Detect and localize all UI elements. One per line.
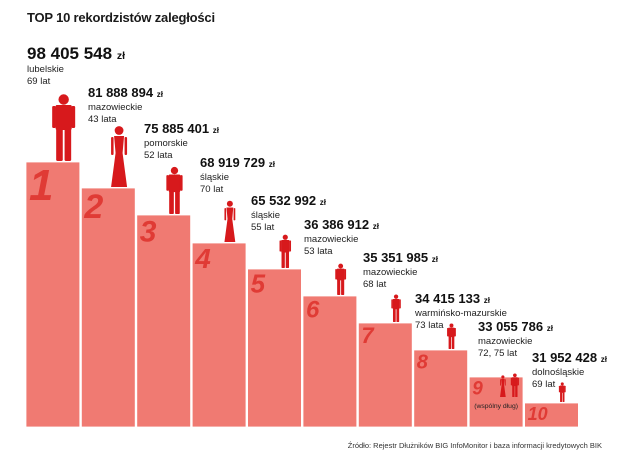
bar-4	[191, 242, 247, 428]
amount-label-1: 98 405 548 zł	[27, 44, 125, 63]
age-label-6: 53 lata	[304, 246, 333, 257]
age-label-7: 68 lat	[363, 279, 387, 290]
currency-label: zł	[484, 296, 491, 305]
amount-label-2: 81 888 894 zł	[88, 85, 164, 100]
region-label-5: śląskie	[251, 210, 280, 221]
rank-label-10: 10	[528, 404, 548, 424]
rank-label-1: 1	[29, 161, 53, 210]
region-label-7: mazowieckie	[363, 267, 417, 278]
bar-5	[247, 268, 302, 428]
person-figure-icon	[558, 382, 566, 402]
person-figure-icon	[447, 323, 456, 349]
age-label-1: 69 lat	[27, 76, 51, 87]
rank-label-3: 3	[140, 216, 157, 249]
bar-10	[524, 402, 579, 428]
age-label-10: 69 lat	[532, 379, 556, 390]
currency-label: zł	[117, 50, 125, 62]
region-label-4: śląskie	[200, 172, 229, 183]
person-figure-icon	[510, 373, 519, 397]
region-label-6: mazowieckie	[304, 234, 358, 245]
source-note: Źródło: Rejestr Dłużników BIG InfoMonito…	[347, 441, 602, 450]
rank-label-2: 2	[83, 188, 103, 226]
currency-label: zł	[269, 160, 276, 169]
currency-label: zł	[601, 355, 608, 364]
amount-label-9: 33 055 786 zł	[478, 319, 554, 334]
age-label-8: 73 lata	[415, 320, 444, 331]
rank-label-9: 9	[472, 379, 483, 400]
amount-label-5: 65 532 992 zł	[251, 193, 327, 208]
rank-label-8: 8	[417, 351, 429, 373]
rank-label-6: 6	[306, 297, 320, 324]
bar-9	[468, 376, 524, 428]
bar-2	[81, 187, 136, 428]
amount-label-6: 36 386 912 zł	[304, 217, 380, 232]
person-figure-icon	[111, 126, 128, 187]
bar-1	[25, 161, 81, 428]
chart-title: TOP 10 rekordzistów zaległości	[27, 10, 215, 25]
person-figure-icon	[166, 166, 183, 214]
currency-label: zł	[157, 90, 164, 99]
person-figure-icon	[52, 94, 76, 161]
currency-label: zł	[320, 198, 327, 207]
bar-7	[357, 322, 413, 428]
region-label-2: mazowieckie	[88, 102, 142, 113]
rank-label-5: 5	[251, 268, 266, 298]
person-figure-icon	[500, 375, 506, 397]
currency-label: zł	[213, 126, 220, 135]
person-figure-icon	[224, 200, 236, 242]
region-label-10: dolnośląskie	[532, 367, 584, 378]
age-label-2: 43 lata	[88, 114, 117, 125]
region-label-3: pomorskie	[144, 138, 188, 149]
amount-label-4: 68 919 729 zł	[200, 155, 276, 170]
region-label-8: warmińsko-mazurskie	[414, 308, 507, 319]
person-figure-icon	[391, 294, 401, 322]
rank-label-7: 7	[361, 323, 375, 348]
person-figure-icon	[279, 234, 292, 268]
age-label-3: 52 lata	[144, 150, 173, 161]
rank-label-4: 4	[194, 243, 211, 274]
bar-8	[413, 349, 468, 428]
currency-label: zł	[432, 255, 439, 264]
currency-label: zł	[373, 222, 380, 231]
amount-label-10: 31 952 428 zł	[532, 350, 608, 365]
amount-label-3: 75 885 401 zł	[144, 121, 220, 136]
bar-6	[302, 295, 358, 428]
amount-label-7: 35 351 985 zł	[363, 250, 439, 265]
age-label-9: 72, 75 lat	[478, 348, 517, 359]
shared-debt-note: (wspólny dług)	[474, 403, 518, 410]
bar-3	[136, 214, 192, 428]
region-label-1: lubelskie	[27, 64, 64, 75]
person-figure-icon	[335, 263, 347, 295]
amount-label-8: 34 415 133 zł	[415, 291, 491, 306]
currency-label: zł	[547, 324, 554, 333]
region-label-9: mazowieckie	[478, 336, 532, 347]
age-label-4: 70 lat	[200, 184, 224, 195]
age-label-5: 55 lat	[251, 222, 275, 233]
